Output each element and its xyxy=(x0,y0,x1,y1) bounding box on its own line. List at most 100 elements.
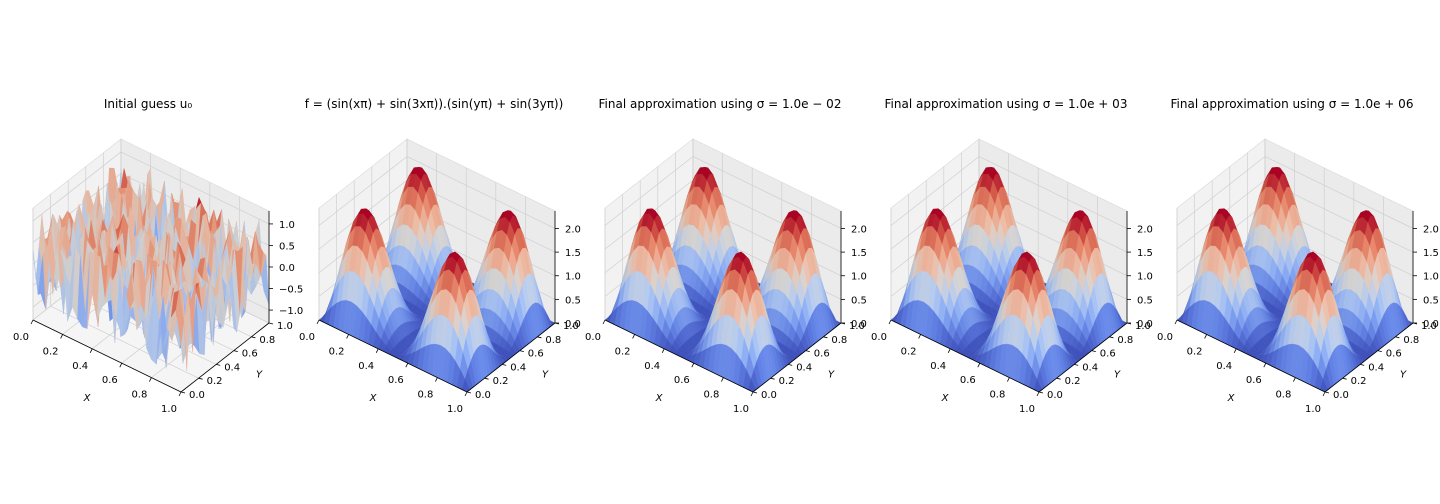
y-axis-line xyxy=(1038,322,1128,393)
z-tick-label: 2.0 xyxy=(1137,224,1153,235)
z-tick-label: 0.5 xyxy=(565,295,581,306)
z-tick-label: 0.5 xyxy=(851,295,867,306)
x-tick-label: 0.2 xyxy=(901,346,917,357)
y-tick-mark xyxy=(537,336,542,339)
x-tick-label: 0.2 xyxy=(43,346,59,357)
y-tick-label: 0.4 xyxy=(1082,362,1098,373)
z-tick-label: 2.0 xyxy=(565,224,581,235)
x-tick-mark xyxy=(691,363,695,368)
y-axis-line xyxy=(752,322,842,393)
y-tick-label: 1.0 xyxy=(849,321,865,332)
z-tick-label: 0.5 xyxy=(1137,295,1153,306)
z-tick-label: 2.0 xyxy=(1423,224,1439,235)
x-tick-label: 1.0 xyxy=(1305,404,1321,415)
x-tick-mark xyxy=(750,391,754,397)
x-tick-mark xyxy=(1263,363,1267,368)
y-tick-label: 0.0 xyxy=(189,390,205,401)
x-tick-label: 0.4 xyxy=(72,361,88,372)
y-tick-mark xyxy=(198,377,203,380)
x-axis-label: X xyxy=(655,393,664,404)
z-tick-label: 0.5 xyxy=(1423,295,1439,306)
x-tick-mark xyxy=(661,348,665,353)
z-tick-label: 1.0 xyxy=(279,220,295,231)
y-axis-line xyxy=(466,322,556,393)
surface-plot xyxy=(890,166,1128,393)
x-axis-line xyxy=(1176,319,1326,393)
x-tick-mark xyxy=(178,391,182,397)
x-tick-mark xyxy=(89,348,93,353)
x-tick-mark xyxy=(119,363,123,368)
y-axis-label: Y xyxy=(1400,370,1407,381)
y-tick-label: 0.4 xyxy=(510,362,526,373)
x-tick-mark xyxy=(1007,377,1010,382)
y-tick-mark xyxy=(519,350,524,352)
x-tick-label: 0.6 xyxy=(388,375,404,386)
y-tick-mark xyxy=(1074,364,1079,366)
y-tick-label: 0.0 xyxy=(1047,390,1063,401)
x-axis-line xyxy=(318,319,468,393)
y-tick-label: 0.6 xyxy=(528,349,544,360)
z-tick-label: 1.0 xyxy=(565,272,581,283)
axis-lines xyxy=(890,211,1128,393)
y-tick-mark xyxy=(233,350,238,352)
y-tick-mark xyxy=(1377,350,1382,352)
y-tick-label: 1.0 xyxy=(1421,321,1437,332)
x-tick-mark xyxy=(435,377,438,382)
z-tick-label: 1.0 xyxy=(851,272,867,283)
x-tick-label: 0.6 xyxy=(1246,375,1262,386)
y-tick-label: 0.2 xyxy=(207,376,223,387)
axis-lines xyxy=(318,211,556,393)
chart-panel-1: 0.00.20.40.60.81.00.00.20.40.60.81.0−1.0… xyxy=(13,97,303,415)
x-axis-line xyxy=(32,319,182,393)
x-tick-label: 0.0 xyxy=(585,332,601,343)
y-tick-label: 1.0 xyxy=(277,321,293,332)
x-tick-mark xyxy=(30,319,34,325)
surface-plot xyxy=(604,166,842,393)
y-tick-label: 0.0 xyxy=(1333,390,1349,401)
x-tick-mark xyxy=(947,348,951,353)
y-tick-label: 0.6 xyxy=(1386,349,1402,360)
y-tick-label: 0.8 xyxy=(831,335,847,346)
y-tick-mark xyxy=(251,336,256,339)
x-tick-mark xyxy=(602,319,606,325)
y-axis-label: Y xyxy=(828,370,835,381)
x-tick-mark xyxy=(1233,348,1237,353)
z-tick-label: 0.0 xyxy=(1423,319,1439,330)
y-tick-mark xyxy=(1360,364,1365,366)
x-tick-label: 0.8 xyxy=(131,390,147,401)
x-tick-label: 0.6 xyxy=(674,375,690,386)
x-tick-mark xyxy=(60,334,63,339)
y-tick-label: 0.6 xyxy=(1100,349,1116,360)
x-tick-label: 0.6 xyxy=(102,375,118,386)
chart-panel-5: 0.00.20.40.60.81.00.00.20.40.60.81.00.00… xyxy=(1157,97,1439,415)
z-tick-label: 0.5 xyxy=(279,241,295,252)
y-tick-mark xyxy=(180,391,186,394)
z-tick-label: 1.0 xyxy=(1423,272,1439,283)
chart-title: Final approximation using σ = 1.0e + 03 xyxy=(885,97,1128,111)
x-tick-mark xyxy=(405,363,409,368)
z-tick-label: 1.5 xyxy=(565,248,581,259)
y-tick-label: 0.8 xyxy=(545,335,561,346)
z-tick-label: 1.5 xyxy=(851,248,867,259)
y-tick-mark xyxy=(502,364,507,366)
y-axis-line xyxy=(1324,322,1414,393)
z-tick-label: −1.0 xyxy=(279,306,303,317)
y-tick-mark xyxy=(1342,377,1347,380)
x-tick-mark xyxy=(1204,334,1207,339)
y-tick-mark xyxy=(788,364,793,366)
z-tick-label: 0.0 xyxy=(565,319,581,330)
y-tick-mark xyxy=(1091,350,1096,352)
z-tick-label: 2.0 xyxy=(851,224,867,235)
y-tick-mark xyxy=(466,391,472,394)
y-axis-label: Y xyxy=(256,370,263,381)
y-tick-label: 0.2 xyxy=(493,376,509,387)
y-tick-mark xyxy=(1395,336,1400,339)
x-tick-label: 0.8 xyxy=(703,390,719,401)
y-tick-mark xyxy=(1038,391,1044,394)
z-tick-label: 0.0 xyxy=(851,319,867,330)
axis-lines xyxy=(604,211,842,393)
y-tick-label: 0.4 xyxy=(1368,362,1384,373)
y-tick-label: 1.0 xyxy=(1135,321,1151,332)
chart-title: Final approximation using σ = 1.0e − 02 xyxy=(599,97,842,111)
